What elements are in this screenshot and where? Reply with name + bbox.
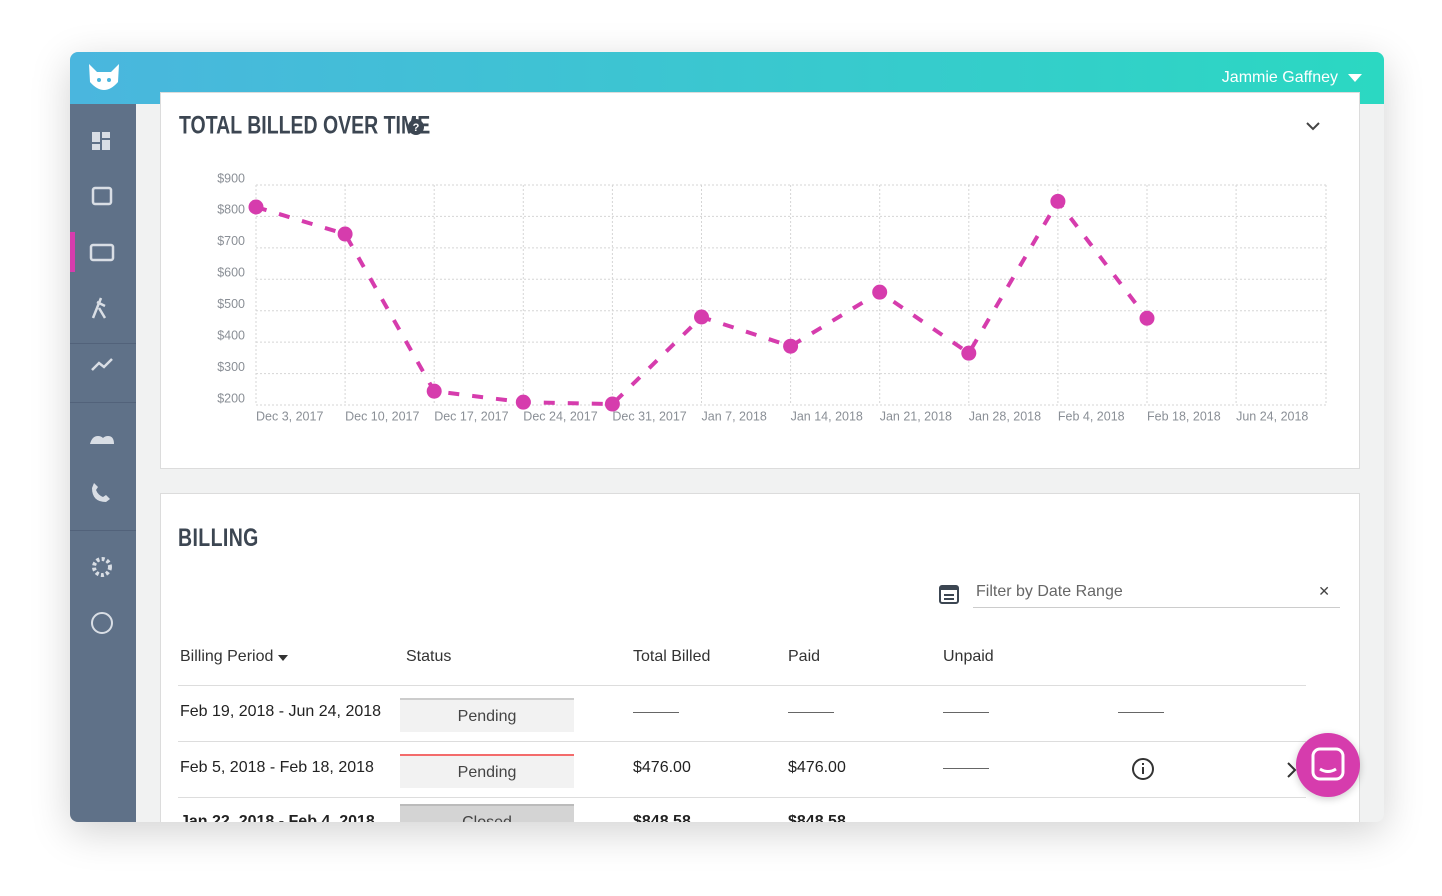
- date-filter-input[interactable]: Filter by Date Range ✕: [973, 581, 1340, 608]
- help-icon[interactable]: [408, 119, 424, 135]
- activity-icon[interactable]: [91, 297, 107, 319]
- calendar-icon[interactable]: [91, 186, 113, 206]
- y-tick-label: $900: [217, 171, 245, 185]
- total-billed: $476.00: [633, 759, 691, 776]
- calendar-icon[interactable]: [938, 582, 962, 606]
- app-window: Jammie Gaffney TOTAL BILLED OVER TIME ? …: [70, 52, 1384, 822]
- column-header: Paid: [788, 648, 821, 665]
- column-header[interactable]: Billing Period: [180, 648, 288, 666]
- y-tick-label: $400: [217, 328, 245, 342]
- sidebar-icons: [70, 132, 136, 634]
- status-badge: Pending: [400, 698, 574, 732]
- billing-period: Feb 5, 2018 - Feb 18, 2018: [180, 759, 374, 776]
- point: [872, 284, 888, 300]
- total-billed: $848.58: [633, 813, 691, 822]
- x-tick-label: Dec 24, 2017: [523, 409, 597, 423]
- divider: [178, 741, 1306, 742]
- x-tick-label: Jan 14, 2018: [791, 409, 863, 423]
- point: [1050, 193, 1066, 209]
- x-tick-label: Jan 28, 2018: [969, 409, 1041, 423]
- chart: TOTAL BILLED OVER TIME ? $200 $300 $400 $50…: [179, 111, 1327, 423]
- empty-dash: [788, 712, 834, 713]
- y-tick-label: $200: [217, 391, 245, 405]
- column-header: Status: [406, 648, 452, 665]
- x-tick-label: Jan 21, 2018: [880, 409, 952, 423]
- x-tick-label: Dec 10, 2017: [345, 409, 419, 423]
- active-indicator: [70, 232, 75, 272]
- row-chevron[interactable]: [1285, 760, 1299, 780]
- x-tick-label: Dec 31, 2017: [612, 409, 686, 423]
- divider: [178, 685, 1306, 686]
- x-tick-label: Dec 3, 2017: [256, 409, 323, 423]
- user-name[interactable]: Jammie Gaffney: [1221, 69, 1338, 86]
- user-menu-caret[interactable]: [1348, 74, 1362, 82]
- point: [961, 345, 977, 361]
- status-badge: Closed: [400, 804, 574, 822]
- point: [426, 383, 442, 399]
- empty-dash: [633, 712, 679, 713]
- info-icon[interactable]: [1130, 756, 1156, 782]
- paid: $476.00: [788, 759, 846, 776]
- y-tick-label: $300: [217, 360, 245, 374]
- point: [604, 396, 620, 412]
- settings-icon[interactable]: [92, 557, 112, 577]
- point: [248, 199, 264, 215]
- chart-card: TOTAL BILLED OVER TIME ? $200 $300 $400 $50…: [160, 92, 1360, 469]
- clear-filter[interactable]: ✕: [1318, 583, 1330, 599]
- collapse-chevron[interactable]: [1306, 122, 1320, 131]
- filter-placeholder: Filter by Date Range: [976, 583, 1123, 600]
- billing-icon[interactable]: [89, 243, 115, 262]
- point: [694, 309, 709, 325]
- svg-text:?: ?: [413, 122, 420, 134]
- point: [337, 226, 353, 242]
- x-tick-label: Feb 4, 2018: [1058, 409, 1125, 423]
- trends-icon[interactable]: [91, 358, 113, 371]
- sidebar: [70, 104, 136, 822]
- status-badge: Pending: [400, 754, 574, 788]
- dashboard-icon[interactable]: [92, 132, 110, 150]
- billing-card: BILLING Filter by Date Range ✕ Billing P…: [160, 493, 1360, 822]
- point: [515, 394, 531, 410]
- chat-icon: [1311, 747, 1345, 781]
- y-tick-label: $500: [217, 297, 245, 311]
- billing-period: Feb 19, 2018 - Jun 24, 2018: [180, 703, 382, 720]
- logo: [89, 64, 119, 90]
- column-header: Total Billed: [633, 648, 711, 665]
- x-tick-label: Jun 24, 2018: [1236, 409, 1308, 423]
- team-icon[interactable]: [90, 436, 114, 444]
- x-tick-label: Feb 18, 2018: [1147, 409, 1221, 423]
- help-icon[interactable]: [91, 612, 113, 634]
- chat-button[interactable]: [1296, 733, 1360, 797]
- y-tick-label: $800: [217, 203, 245, 217]
- point: [1139, 310, 1155, 326]
- column-header-text: Billing Period: [180, 648, 274, 665]
- calls-icon[interactable]: [92, 483, 110, 502]
- billing-title: BILLING: [178, 524, 259, 552]
- divider: [178, 797, 1306, 798]
- chart-title: TOTAL BILLED OVER TIME: [179, 111, 430, 139]
- empty-dash: [1118, 712, 1164, 713]
- x-tick-label: Dec 17, 2017: [434, 409, 508, 423]
- sort-caret: [277, 655, 288, 661]
- y-tick-label: $700: [217, 234, 245, 248]
- empty-dash: [943, 712, 989, 713]
- empty-dash: [943, 768, 989, 769]
- paid: $848.58: [788, 813, 846, 822]
- billing-period: Jan 22, 2018 - Feb 4, 2018: [180, 813, 375, 822]
- x-tick-label: Jan 7, 2018: [702, 409, 767, 423]
- y-tick-label: $600: [217, 266, 245, 280]
- column-header: Unpaid: [943, 648, 994, 665]
- point: [783, 338, 799, 354]
